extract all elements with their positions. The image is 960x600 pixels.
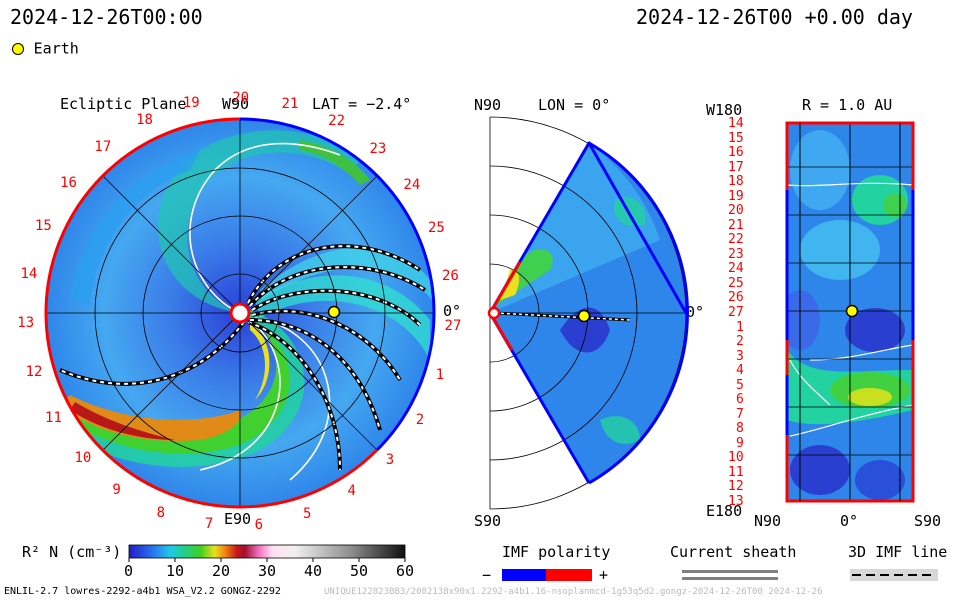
earth-legend: Earth: [12, 38, 79, 58]
carrington-label-27: 27: [444, 317, 462, 334]
carrington-label-18: 18: [136, 112, 153, 129]
ecliptic-bottom-label: E90: [224, 510, 252, 528]
ecliptic-lat-label: LAT = −2.4°: [312, 95, 412, 113]
sphere-y-label-10: 10: [728, 450, 744, 466]
sphere-x-label-0: 0°: [840, 512, 859, 530]
imf-plus-label: +: [599, 566, 609, 584]
carrington-label-1: 1: [435, 366, 445, 383]
imf-minus-swatch: [502, 569, 546, 581]
colorbar-tick-10: 10: [166, 562, 185, 580]
sphere-top-left-label: W180: [706, 101, 743, 119]
sphere-y-label-3: 3: [736, 348, 744, 364]
earth-marker-icon: [327, 305, 341, 319]
sphere-y-label-11: 11: [728, 464, 744, 480]
colorbar-tick-50: 50: [350, 562, 369, 580]
sphere-y-label-23: 23: [728, 246, 744, 262]
sphere-y-label-24: 24: [728, 261, 744, 277]
carrington-label-8: 8: [156, 504, 166, 521]
sphere-y-label-16: 16: [728, 145, 744, 161]
carrington-label-2: 2: [415, 412, 425, 429]
current-sheath-title: Current sheath: [670, 543, 797, 561]
timestamp-right: 2024-12-26T00 +0.00 day: [636, 5, 913, 29]
meridional-top-label: N90: [474, 96, 502, 114]
colorbar-label: R² N (cm⁻³): [22, 543, 122, 561]
colorbar-tick-20: 20: [212, 562, 231, 580]
ecliptic-plane-plot: [44, 117, 436, 509]
carrington-label-26: 26: [441, 268, 459, 285]
sphere-y-label-1: 1: [736, 319, 744, 335]
sphere-y-label-5: 5: [736, 377, 744, 393]
ecliptic-right-label: 0°: [443, 302, 462, 320]
carrington-label-19: 19: [182, 95, 200, 112]
sun-marker-icon: [229, 302, 251, 324]
carrington-label-23: 23: [369, 140, 387, 157]
colorbar-tick-30: 30: [258, 562, 277, 580]
sphere-bottom-left-label: E180: [706, 502, 743, 520]
imf-line-title: 3D IMF line: [848, 543, 948, 561]
sphere-y-label-21: 21: [728, 217, 744, 233]
carrington-label-5: 5: [303, 505, 312, 522]
sphere-y-label-12: 12: [728, 479, 744, 495]
imf-plus-swatch: [546, 569, 592, 581]
carrington-label-13: 13: [17, 315, 35, 332]
carrington-label-22: 22: [328, 113, 345, 130]
carrington-label-3: 3: [385, 451, 395, 468]
ecliptic-title: Ecliptic Plane: [60, 95, 187, 113]
imf-minus-label: −: [482, 566, 492, 584]
sphere-x-label-s90: S90: [914, 512, 942, 530]
carrington-label-17: 17: [94, 139, 112, 156]
sphere-y-label-22: 22: [728, 232, 744, 248]
carrington-label-7: 7: [204, 516, 214, 533]
carrington-label-10: 10: [74, 449, 92, 466]
sphere-x-label-n90: N90: [754, 512, 782, 530]
sphere-y-label-8: 8: [736, 421, 744, 437]
sphere-y-label-4: 4: [736, 363, 744, 379]
sphere-y-label-27: 27: [728, 305, 744, 320]
meridional-plane-plot: [487, 116, 689, 510]
sphere-y-label-2: 2: [736, 334, 744, 350]
carrington-label-24: 24: [403, 177, 421, 194]
carrington-label-15: 15: [34, 218, 52, 235]
carrington-label-16: 16: [60, 175, 77, 192]
sphere-y-label-6: 6: [736, 392, 744, 408]
carrington-label-9: 9: [112, 482, 121, 499]
colorbar-tick-60: 60: [396, 562, 415, 580]
imf-polarity-title: IMF polarity: [502, 543, 611, 561]
carrington-label-11: 11: [45, 409, 62, 426]
ecliptic-top-label: W90: [222, 95, 250, 113]
sphere-y-label-26: 26: [728, 290, 744, 306]
sphere-y-label-14: 14: [728, 116, 744, 131]
sphere-title: R = 1.0 AU: [802, 96, 893, 114]
sphere-y-label-20: 20: [728, 203, 744, 219]
sphere-y-label-9: 9: [736, 435, 744, 451]
carrington-label-21: 21: [281, 96, 299, 113]
sphere-y-label-15: 15: [728, 130, 744, 146]
carrington-label-14: 14: [20, 265, 38, 282]
meridional-right-label: 0°: [686, 303, 705, 321]
sphere-y-label-18: 18: [728, 174, 744, 190]
carrington-label-12: 12: [25, 364, 43, 381]
sphere-plot: [785, 121, 915, 503]
colorbar: [128, 544, 406, 559]
meridional-lon-label: LON = 0°: [538, 96, 611, 114]
watermark: UNIQUE122823BB3/2082138x90x1.2292-a4b1.1…: [324, 587, 823, 597]
earth-legend-label: Earth: [33, 39, 79, 58]
carrington-label-4: 4: [347, 483, 356, 500]
sphere-y-label-7: 7: [736, 406, 744, 422]
earth-marker-icon: [12, 42, 24, 55]
sphere-y-label-25: 25: [728, 275, 744, 291]
sphere-y-label-13: 13: [728, 494, 744, 509]
model-info: ENLIL-2.7 lowres-2292-a4b1 WSA_V2.2 GONG…: [4, 586, 281, 597]
carrington-label-6: 6: [254, 516, 264, 533]
meridional-bottom-label: S90: [474, 512, 502, 530]
carrington-label-25: 25: [427, 220, 445, 237]
sphere-y-label-17: 17: [728, 159, 744, 175]
current-sheath-line: [682, 570, 778, 573]
carrington-label-20: 20: [232, 90, 250, 106]
colorbar-tick-0: 0: [124, 562, 134, 580]
colorbar-tick-40: 40: [304, 562, 323, 580]
timestamp-left: 2024-12-26T00:00: [10, 5, 203, 29]
sphere-y-label-19: 19: [728, 188, 744, 204]
